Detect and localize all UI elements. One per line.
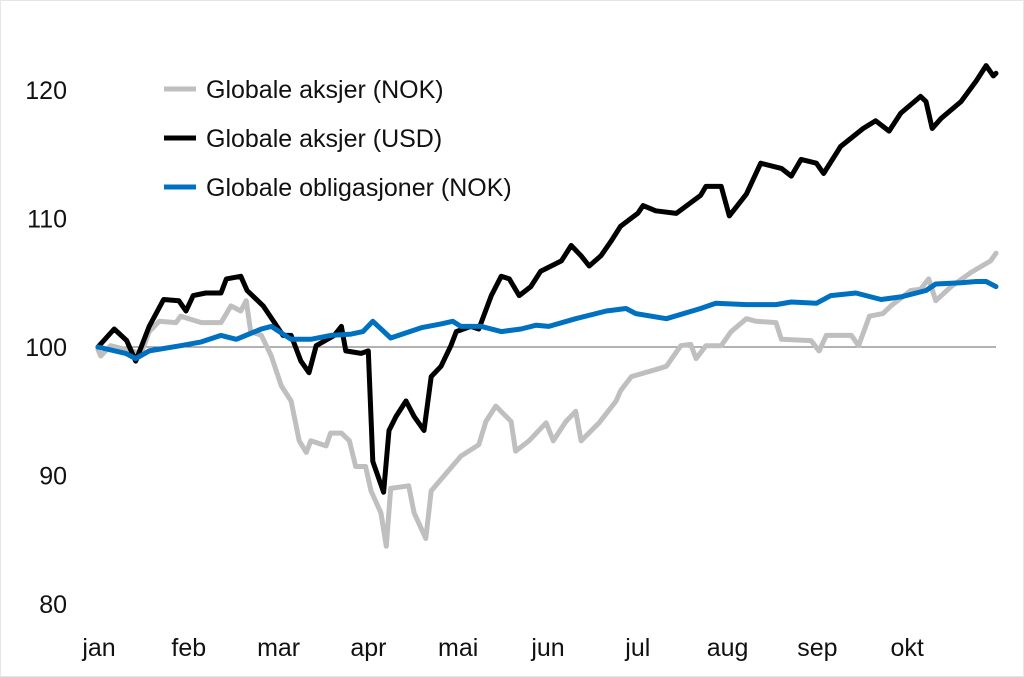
y-tick-label: 100	[25, 334, 67, 362]
series-line-0	[95, 250, 999, 549]
series-line-2	[95, 279, 999, 362]
y-tick-label: 90	[39, 463, 67, 491]
x-tick-label: jan	[81, 634, 115, 662]
x-tick-label: feb	[171, 634, 206, 662]
x-tick-label: mar	[257, 634, 300, 662]
x-tick-label: aug	[707, 634, 749, 662]
legend: Globale aksjer (NOK) Globale aksjer (USD)…	[164, 76, 512, 202]
legend-label: Globale aksjer (USD)	[206, 125, 442, 153]
x-tick-label: okt	[891, 634, 924, 662]
y-tick-label: 120	[25, 77, 67, 105]
x-tick-label: sep	[797, 634, 837, 662]
y-tick-label: 80	[39, 591, 67, 619]
series-line-1	[95, 63, 999, 495]
x-tick-label: apr	[350, 634, 386, 662]
x-tick-label: jun	[530, 634, 564, 662]
legend-label: Globale aksjer (NOK)	[206, 76, 444, 104]
legend-label: Globale obligasjoner (NOK)	[206, 174, 512, 202]
x-tick-label: mai	[438, 634, 478, 662]
y-tick-label: 110	[27, 206, 67, 234]
x-tick-label: jul	[624, 634, 650, 662]
